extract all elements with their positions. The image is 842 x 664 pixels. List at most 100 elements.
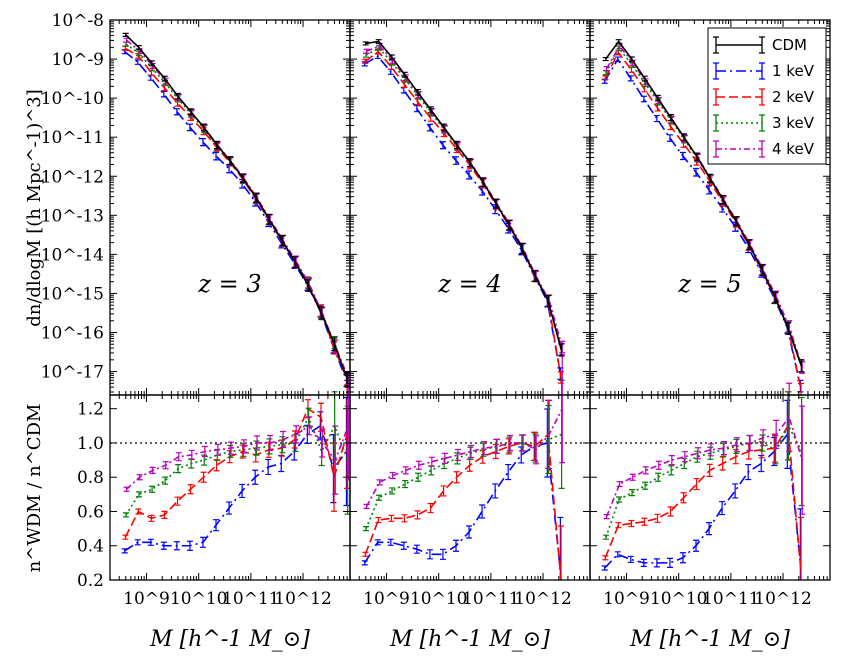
series-cdm-p3 (605, 40, 803, 366)
errbar-cdm-p2-9 (480, 177, 487, 187)
errbar-ratio-3keV-p1-1 (136, 491, 143, 498)
errbar-cdm-p3-13 (772, 291, 779, 304)
series-ratio-2keV-p2 (364, 432, 562, 580)
errbar-ratio-4keV-p1-13 (293, 425, 300, 444)
errbar-ratio-2keV-p2-11 (505, 438, 512, 455)
errbar-ratio-4keV-p1-7 (214, 443, 221, 456)
y-tick-label-top: 10^-15 (41, 284, 104, 304)
errbar-top-1keV-p1-3 (160, 90, 167, 98)
series-top-4keV-p2 (366, 44, 564, 348)
errbar-ratio-4keV-p1-14 (306, 416, 313, 436)
errbar-top-1keV-p1-4 (173, 108, 180, 116)
errbar-cdm-p1-5 (187, 108, 194, 116)
errbar-top-1keV-p3-5 (666, 134, 673, 142)
x-tick-label: 10^10 (170, 589, 228, 609)
errbar-cdm-p2-2 (388, 54, 395, 60)
y-tick-label-bottom: 0.6 (77, 502, 104, 522)
y-label-top-text: dn/dlogM [(h Mpc^-1)^3] (24, 89, 45, 327)
errbar-ratio-4keV-p1-11 (267, 434, 274, 452)
x-axis-label-3: M [h^-1 M_⊙] (629, 627, 790, 652)
x-tick-label: 10^11 (462, 589, 520, 609)
errbar-cdm-p3-0 (602, 56, 609, 62)
x-tick-label: 10^10 (410, 589, 468, 609)
errbar-cdm-p2-13 (532, 269, 539, 282)
errbar-ratio-4keV-p3-1 (616, 480, 623, 488)
errbar-ratio-2keV-p3-8 (706, 463, 713, 477)
errbar-ratio-3keV-p3-13 (772, 435, 779, 465)
errbar-cdm-p3-4 (654, 94, 661, 102)
errbar-ratio-1keV-p1-11 (265, 458, 272, 476)
legend-label: 2 keV (772, 88, 815, 106)
errbar-top-4keV-p2-15 (559, 340, 566, 354)
errbar-ratio-3keV-p2-2 (389, 487, 396, 495)
errbar-ratio-3keV-p3-2 (629, 489, 636, 497)
errbar-ratio-1keV-p1-5 (186, 540, 193, 551)
errbar-ratio-4keV-p3-15 (799, 405, 806, 515)
errbar-ratio-3keV-p3-0 (602, 534, 609, 540)
errbar-ratio-2keV-p3-2 (628, 519, 635, 528)
x-tick-label: 10^12 (514, 589, 572, 609)
legend-label: 4 keV (772, 140, 815, 158)
errbar-ratio-2keV-p2-3 (401, 514, 408, 523)
errbar-ratio-1keV-p1-3 (160, 541, 167, 550)
errbar-cdm-p1-8 (227, 156, 233, 166)
errbar-ratio-3keV-p1-12 (279, 436, 286, 454)
errbar-ratio-2keV-p3-4 (654, 513, 661, 523)
errbar-ratio-4keV-p2-14 (546, 399, 553, 469)
errbar-ratio-2keV-p3-9 (719, 456, 726, 471)
series-top-2keV-p2 (364, 50, 562, 378)
errbar-cdm-p2-15 (558, 343, 565, 357)
errbar-ratio-3keV-p3-15 (798, 396, 805, 507)
errbar-ratio-1keV-p3-11 (745, 463, 752, 481)
errbar-top-1keV-p2-4 (413, 105, 420, 113)
errbar-ratio-3keV-p2-4 (415, 472, 422, 482)
errbar-ratio-2keV-p3-0 (602, 555, 609, 561)
errbar-ratio-2keV-p3-6 (680, 492, 687, 504)
errbar-cdm-p3-15 (798, 359, 805, 373)
errbar-cdm-p1-1 (135, 44, 142, 50)
errbar-top-1keV-p3-6 (679, 151, 686, 161)
errbar-ratio-4keV-p2-7 (454, 448, 461, 462)
errbar-ratio-3keV-p2-13 (532, 433, 539, 463)
errbar-cdm-p2-6 (440, 123, 447, 132)
errbar-ratio-3keV-p2-1 (376, 494, 383, 501)
y-tick-label-top: 10^-13 (41, 206, 104, 226)
errbar-ratio-4keV-p1-15 (319, 428, 326, 458)
errbar-ratio-4keV-p3-9 (720, 441, 727, 456)
y-tick-label-top: 10^-12 (41, 167, 104, 187)
legend-label: 1 keV (772, 62, 815, 80)
redshift-label-1: z = 3 (197, 270, 261, 298)
series-ratio-1keV-p3 (604, 432, 802, 569)
errbar-ratio-1keV-p3-8 (706, 522, 713, 536)
y-tick-label-top: 10^-8 (52, 11, 104, 31)
series-top-3keV-p2 (365, 47, 563, 350)
errbar-top-1keV-p2-6 (439, 141, 446, 150)
errbar-ratio-4keV-p2-11 (507, 434, 514, 452)
errbar-ratio-2keV-p2-4 (414, 510, 421, 520)
x-tick-label: 10^12 (754, 589, 812, 609)
errbar-ratio-3keV-p2-11 (506, 436, 513, 453)
errbar-ratio-1keV-p2-8 (466, 525, 473, 539)
errbar-ratio-4keV-p2-10 (494, 438, 501, 454)
errbar-ratio-2keV-p3-5 (667, 506, 674, 517)
errbar-top-1keV-p1-7 (213, 151, 220, 161)
errbar-ratio-4keV-p2-12 (520, 434, 527, 452)
x-tick-label: 10^11 (702, 589, 760, 609)
errbar-ratio-2keV-p2-0 (362, 551, 369, 557)
errbar-ratio-4keV-p3-11 (747, 434, 754, 452)
errbar-ratio-1keV-p1-9 (239, 483, 246, 499)
errbar-ratio-4keV-p2-6 (441, 452, 448, 464)
errbar-ratio-2keV-p1-3 (161, 510, 168, 520)
legend-box (707, 27, 827, 165)
errbar-top-1keV-p1-5 (186, 123, 193, 132)
errbar-ratio-1keV-p3-6 (679, 552, 686, 564)
errbar-ratio-4keV-p1-10 (254, 435, 261, 451)
errbar-cdm-p3-11 (746, 239, 753, 251)
errbar-ratio-3keV-p1-11 (266, 438, 273, 455)
errbar-top-1keV-p2-1 (374, 53, 381, 60)
x-tick-label: 10^10 (650, 589, 708, 609)
errbar-ratio-3keV-p3-6 (681, 457, 688, 470)
errbar-ratio-1keV-p3-3 (640, 558, 647, 567)
errbar-ratio-4keV-p3-13 (773, 419, 780, 449)
